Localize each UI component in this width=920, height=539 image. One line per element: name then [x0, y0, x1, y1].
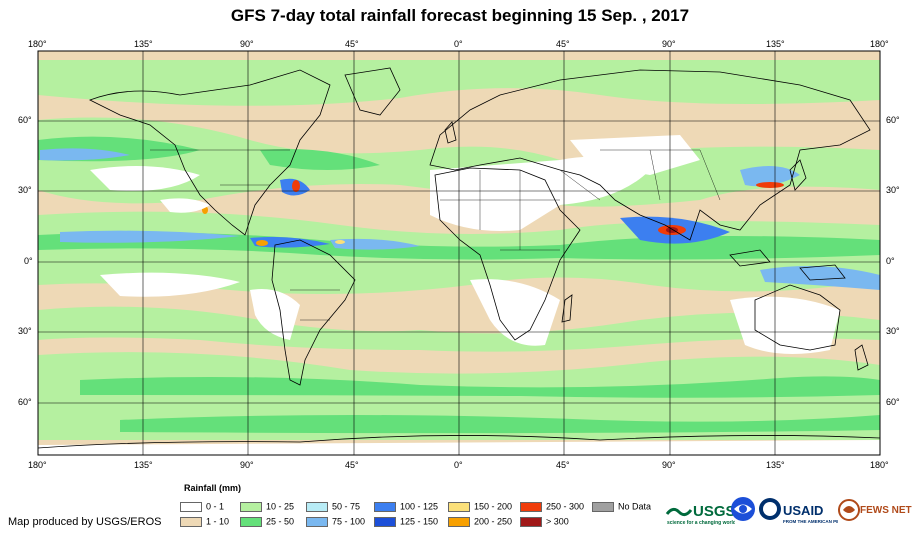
bottom-lon-label: 90° [240, 460, 254, 470]
right-lat-label: 60° [886, 397, 900, 407]
legend-swatch [180, 501, 202, 512]
borders [150, 149, 721, 321]
legend-swatch [520, 516, 542, 527]
legend-item: 150 - 200 [448, 501, 512, 512]
top-lon-label: 180° [28, 39, 47, 49]
legend-title: Rainfall (mm) [184, 483, 242, 493]
top-lon-label: 0° [454, 39, 463, 49]
left-lat-label: 60° [18, 397, 32, 407]
legend-item: No Data [592, 501, 651, 512]
top-lon-label: 135° [766, 39, 785, 49]
top-lon-label: 135° [134, 39, 153, 49]
right-lat-label: 30° [886, 326, 900, 336]
map-title: GFS 7-day total rainfall forecast beginn… [230, 6, 690, 25]
noaa-logo [730, 496, 756, 526]
legend-item: 10 - 25 [240, 501, 294, 512]
legend-item: 50 - 75 [306, 501, 360, 512]
bottom-lon-label: 90° [662, 460, 676, 470]
svg-text:USAID: USAID [783, 503, 823, 518]
legend-swatch [448, 501, 470, 512]
legend-swatch [306, 501, 328, 512]
left-lat-label: 60° [18, 115, 32, 125]
legend-item: 25 - 50 [240, 516, 294, 527]
left-lat-label: 30° [18, 326, 32, 336]
svg-text:FROM THE AMERICAN PEOPLE: FROM THE AMERICAN PEOPLE [783, 519, 838, 524]
legend-item: 100 - 125 [374, 501, 438, 512]
legend-item: 75 - 100 [306, 516, 365, 527]
legend-item: > 300 [520, 516, 569, 527]
legend-swatch [520, 501, 542, 512]
legend-swatch [240, 516, 262, 527]
legend: Rainfall (mm) 0 - 1 1 - 10 10 - 25 25 - … [180, 483, 660, 533]
legend-swatch [374, 516, 396, 527]
top-lon-label: 45° [345, 39, 359, 49]
left-lat-label: 30° [18, 185, 32, 195]
top-lon-label: 90° [662, 39, 676, 49]
legend-swatch [448, 516, 470, 527]
legend-swatch [306, 516, 328, 527]
rain-extreme-spots [202, 180, 784, 246]
usaid-logo: USAID FROM THE AMERICAN PEOPLE [758, 496, 851, 526]
bottom-lon-label: 45° [345, 460, 359, 470]
svg-text:USGS: USGS [693, 503, 735, 520]
usgs-logo: USGS science for a changing world [665, 496, 736, 526]
bottom-lon-label: 180° [870, 460, 889, 470]
top-lon-label: 45° [556, 39, 570, 49]
graticule [38, 51, 880, 455]
legend-item: 250 - 300 [520, 501, 584, 512]
legend-item: 125 - 150 [374, 516, 438, 527]
credit-text: Map produced by USGS/EROS [8, 516, 162, 528]
fews-net-logo: FEWS NET [838, 496, 918, 526]
bottom-lon-label: 135° [134, 460, 153, 470]
legend-swatch [240, 501, 262, 512]
top-lon-label: 180° [870, 39, 889, 49]
bottom-lon-label: 135° [766, 460, 785, 470]
svg-text:science for a changing world: science for a changing world [667, 520, 735, 526]
svg-text:FEWS NET: FEWS NET [860, 505, 912, 516]
right-lat-label: 60° [886, 115, 900, 125]
right-lat-label: 0° [886, 256, 895, 266]
left-lat-label: 0° [24, 256, 33, 266]
legend-item: 1 - 10 [180, 516, 229, 527]
bottom-lon-label: 180° [28, 460, 47, 470]
legend-swatch [592, 501, 614, 512]
bottom-lon-label: 45° [556, 460, 570, 470]
right-lat-label: 30° [886, 185, 900, 195]
top-lon-label: 90° [240, 39, 254, 49]
legend-item: 200 - 250 [448, 516, 512, 527]
legend-item: 0 - 1 [180, 501, 224, 512]
legend-swatch [180, 516, 202, 527]
bottom-lon-label: 0° [454, 460, 463, 470]
map-frame [37, 50, 881, 456]
legend-swatch [374, 501, 396, 512]
